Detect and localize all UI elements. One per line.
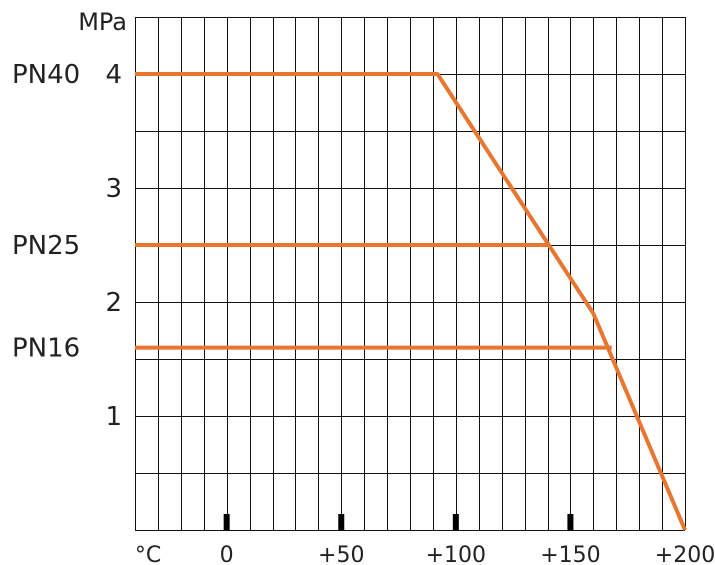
series-label-pn40: PN40 <box>12 60 80 90</box>
y-tick-label: 3 <box>105 174 122 204</box>
y-tick-label: 4 <box>105 60 122 90</box>
y-axis-unit-label: MPa <box>78 8 127 36</box>
x-tick-label: +200 <box>655 543 715 565</box>
x-tick-label: 0 <box>220 543 234 565</box>
x-tick-mark <box>223 514 230 530</box>
x-tick-mark <box>338 514 345 530</box>
series-label-pn25: PN25 <box>12 231 80 261</box>
x-tick-label: +150 <box>540 543 600 565</box>
series-label-pn16: PN16 <box>12 334 80 364</box>
series-line-pn40 <box>135 72 687 531</box>
x-tick-mark <box>452 514 459 530</box>
x-tick-mark <box>567 514 574 530</box>
y-tick-label: 2 <box>105 288 122 318</box>
x-tick-label: +50 <box>318 543 364 565</box>
x-tick-label: +100 <box>426 543 486 565</box>
axis-labels: MPa °C 1 2 3 4 0 +50 +100 +150 +200 PN40 PN25 PN16 <box>12 8 715 565</box>
pressure-curves <box>135 72 687 531</box>
grid <box>135 17 686 531</box>
x-axis-unit-label: °C <box>135 543 161 565</box>
y-tick-label: 1 <box>105 402 122 432</box>
